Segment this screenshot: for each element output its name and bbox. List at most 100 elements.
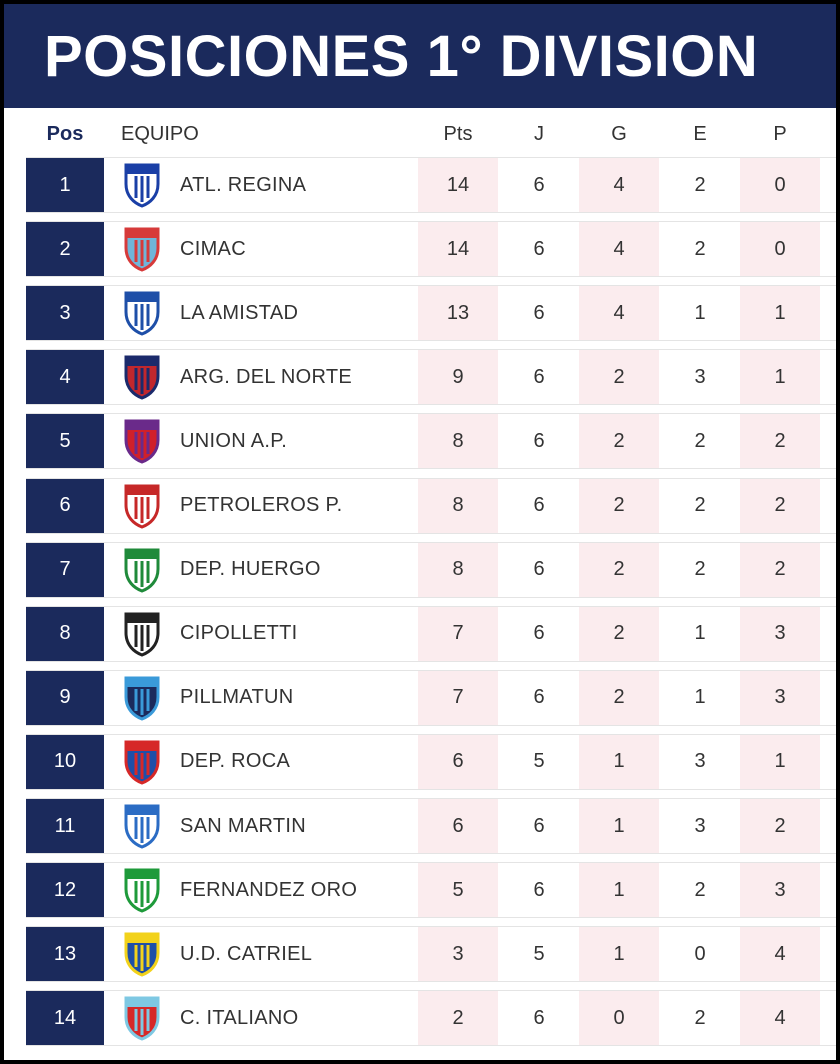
played-cell: 6 bbox=[533, 686, 545, 709]
table-row: 4 ARG. DEL NORTE 9 6 2 3 1 bbox=[26, 349, 836, 406]
lost-cell: 4 bbox=[740, 927, 820, 982]
drawn-cell: 2 bbox=[694, 878, 706, 901]
drawn-cell: 0 bbox=[694, 942, 706, 965]
team-name: ARG. DEL NORTE bbox=[180, 365, 353, 388]
drawn-cell: 2 bbox=[694, 1006, 706, 1029]
won-cell: 4 bbox=[579, 286, 659, 341]
won-cell: 2 bbox=[579, 606, 659, 661]
team-name: U.D. CATRIEL bbox=[180, 942, 313, 965]
position-cell: 14 bbox=[26, 991, 104, 1046]
team-name: CIPOLLETTI bbox=[180, 622, 298, 645]
drawn-cell: 2 bbox=[694, 173, 706, 196]
team-name: DEP. HUERGO bbox=[180, 558, 321, 581]
team-name: CIMAC bbox=[180, 237, 246, 260]
lost-cell: 4 bbox=[740, 991, 820, 1046]
regina-crest-icon bbox=[120, 158, 164, 212]
played-cell: 6 bbox=[533, 173, 545, 196]
position-cell: 3 bbox=[26, 286, 104, 341]
position-cell: 8 bbox=[26, 606, 104, 661]
points-cell: 6 bbox=[418, 799, 498, 853]
won-cell: 1 bbox=[579, 863, 659, 918]
position-cell: 10 bbox=[26, 734, 104, 789]
pillmatun-crest-icon bbox=[120, 671, 164, 725]
points-cell: 8 bbox=[418, 542, 498, 597]
drawn-cell: 2 bbox=[694, 494, 706, 516]
table-row: 2 CIMAC 14 6 4 2 0 bbox=[26, 221, 836, 278]
table-header: Pos EQUIPO Pts J G E P bbox=[4, 108, 836, 158]
team-name: LA AMISTAD bbox=[180, 301, 299, 324]
drawn-cell: 3 bbox=[694, 365, 706, 388]
table-row: 9 PILLMATUN 7 6 2 1 3 bbox=[26, 669, 836, 726]
position-cell: 2 bbox=[26, 222, 104, 277]
lost-cell: 2 bbox=[740, 414, 820, 469]
table-row: 12 FERNANDEZ ORO 5 6 1 2 3 bbox=[26, 862, 836, 919]
played-cell: 5 bbox=[533, 750, 545, 773]
lost-cell: 1 bbox=[740, 286, 820, 341]
played-cell: 6 bbox=[533, 558, 545, 581]
played-cell: 6 bbox=[533, 622, 545, 645]
cimac-crest-icon bbox=[120, 222, 164, 276]
argnorte-crest-icon bbox=[120, 350, 164, 404]
cipolletti-crest-icon bbox=[120, 607, 164, 661]
won-cell: 2 bbox=[579, 414, 659, 469]
won-cell: 4 bbox=[579, 158, 659, 212]
lost-cell: 3 bbox=[740, 863, 820, 918]
won-cell: 1 bbox=[579, 734, 659, 789]
lost-cell: 3 bbox=[740, 606, 820, 661]
team-name: C. ITALIANO bbox=[180, 1006, 299, 1029]
roca-crest-icon bbox=[120, 735, 164, 789]
column-header-pos: Pos bbox=[46, 123, 84, 145]
played-cell: 6 bbox=[533, 429, 545, 452]
points-cell: 8 bbox=[418, 478, 498, 533]
won-cell: 1 bbox=[579, 799, 659, 853]
column-header-team: EQUIPO bbox=[121, 123, 199, 145]
played-cell: 6 bbox=[533, 1006, 545, 1029]
lost-cell: 0 bbox=[740, 158, 820, 212]
fernandezoro-crest-icon bbox=[120, 863, 164, 917]
drawn-cell: 3 bbox=[694, 814, 706, 837]
points-cell: 8 bbox=[418, 414, 498, 469]
lost-cell: 2 bbox=[740, 799, 820, 853]
table-row: 13 U.D. CATRIEL 3 5 1 0 4 bbox=[26, 926, 836, 983]
won-cell: 0 bbox=[579, 991, 659, 1046]
points-cell: 9 bbox=[418, 350, 498, 405]
won-cell: 2 bbox=[579, 478, 659, 533]
table-row: 10 DEP. ROCA 6 5 1 3 1 bbox=[26, 733, 836, 790]
lost-cell: 2 bbox=[740, 542, 820, 597]
won-cell: 2 bbox=[579, 350, 659, 405]
table-row: 1 ATL. REGINA 14 6 4 2 0 bbox=[26, 157, 836, 213]
drawn-cell: 1 bbox=[694, 301, 706, 324]
team-name: FERNANDEZ ORO bbox=[180, 878, 358, 901]
played-cell: 6 bbox=[533, 365, 545, 388]
points-cell: 6 bbox=[418, 734, 498, 789]
points-cell: 14 bbox=[418, 222, 498, 277]
position-cell: 9 bbox=[26, 670, 104, 725]
catriel-crest-icon bbox=[120, 927, 164, 981]
drawn-cell: 2 bbox=[694, 237, 706, 260]
petroleros-crest-icon bbox=[120, 479, 164, 533]
drawn-cell: 3 bbox=[694, 750, 706, 773]
position-cell: 7 bbox=[26, 542, 104, 597]
lost-cell: 1 bbox=[740, 734, 820, 789]
team-name: PILLMATUN bbox=[180, 686, 294, 709]
points-cell: 2 bbox=[418, 991, 498, 1046]
huergo-crest-icon bbox=[120, 543, 164, 597]
played-cell: 6 bbox=[533, 814, 545, 837]
position-cell: 6 bbox=[26, 478, 104, 533]
drawn-cell: 2 bbox=[694, 558, 706, 581]
column-header-j: J bbox=[534, 123, 544, 145]
played-cell: 6 bbox=[533, 878, 545, 901]
table-row: 14 C. ITALIANO 2 6 0 2 4 bbox=[26, 990, 836, 1047]
column-header-g: G bbox=[611, 123, 627, 145]
table-row: 11 SAN MARTIN 6 6 1 3 2 bbox=[26, 798, 836, 854]
played-cell: 6 bbox=[533, 301, 545, 324]
won-cell: 1 bbox=[579, 927, 659, 982]
column-header-p: P bbox=[773, 123, 787, 145]
points-cell: 14 bbox=[418, 158, 498, 212]
table-row: 7 DEP. HUERGO 8 6 2 2 2 bbox=[26, 541, 836, 598]
team-name: ATL. REGINA bbox=[180, 173, 307, 196]
team-name: UNION A.P. bbox=[180, 429, 288, 452]
lost-cell: 1 bbox=[740, 350, 820, 405]
lost-cell: 3 bbox=[740, 670, 820, 725]
team-name: DEP. ROCA bbox=[180, 750, 291, 773]
